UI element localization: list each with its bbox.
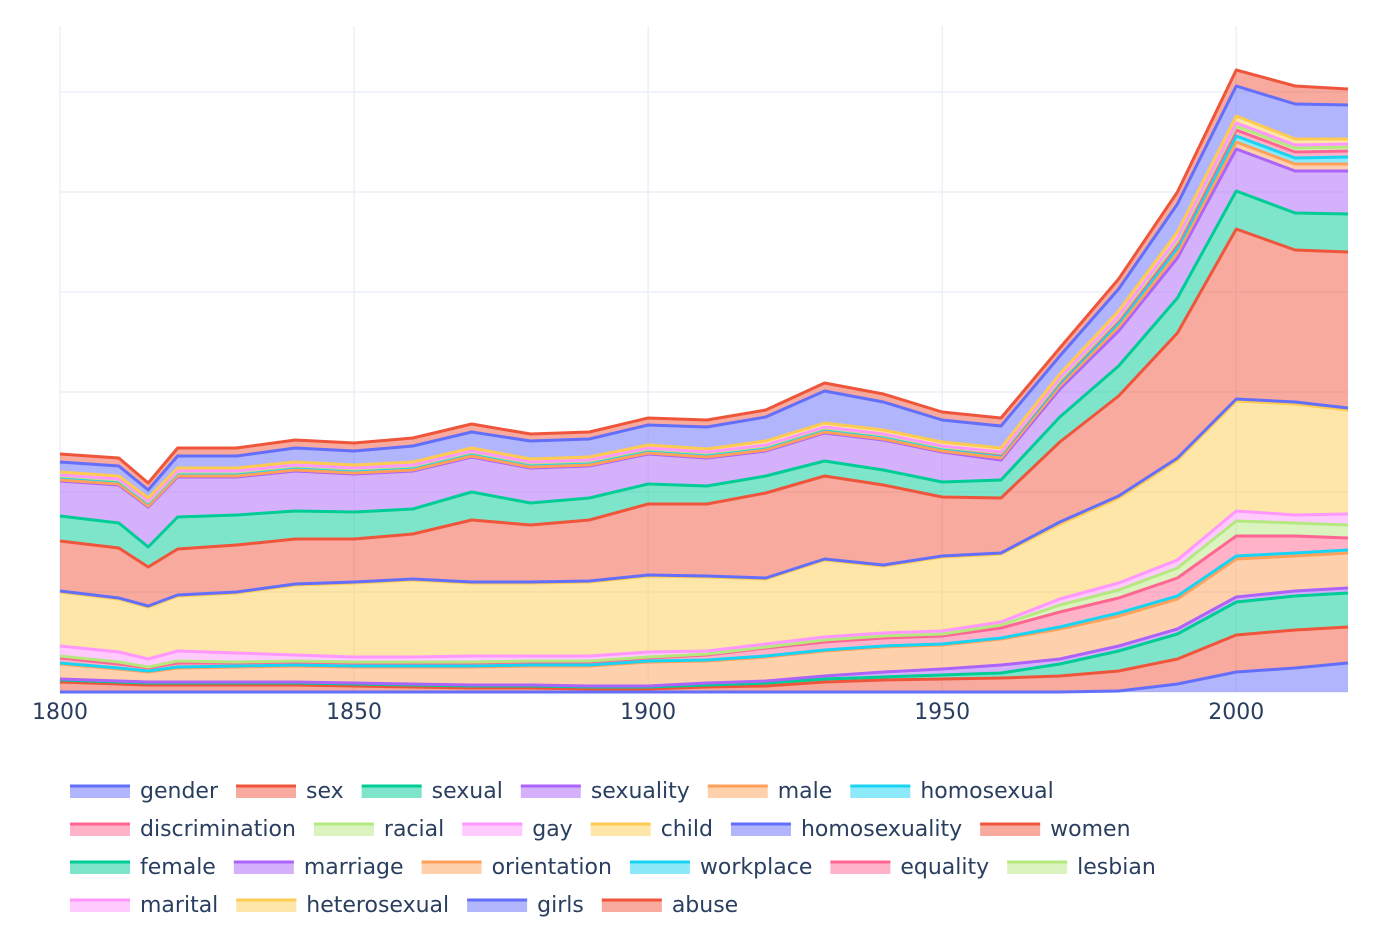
legend-label: racial (384, 817, 444, 842)
legend-item[interactable]: orientation (421, 855, 612, 880)
area-line (59, 548, 1349, 673)
legend-item[interactable]: equality (830, 855, 989, 880)
legend-item[interactable]: gender (70, 779, 219, 804)
legend-item[interactable]: homosexual (850, 779, 1054, 804)
area-fill (60, 401, 1348, 659)
area-line (60, 661, 1349, 694)
area-line (59, 84, 1349, 492)
legend-item[interactable]: female (70, 855, 216, 880)
legend-label: female (140, 855, 216, 880)
legend-label: equality (900, 855, 989, 880)
legend-label: girls (537, 893, 584, 918)
legend-label: workplace (700, 855, 812, 880)
x-tick-label: 1950 (914, 700, 970, 725)
legend-label: lesbian (1077, 855, 1156, 880)
x-tick-label: 2000 (1208, 700, 1264, 725)
legend-item[interactable]: marriage (233, 855, 404, 880)
legend-swatch (70, 786, 130, 798)
area-line (59, 397, 1349, 608)
legend-swatch (590, 824, 651, 836)
area-line (59, 68, 1349, 485)
legend-swatch (601, 900, 662, 912)
legend-swatch (730, 824, 791, 836)
area-fill (60, 663, 1348, 692)
area-line (59, 586, 1349, 688)
legend-label: orientation (492, 855, 612, 880)
legend-swatch (629, 862, 690, 874)
axes: 1800 1850 1900 1950 2000 (32, 700, 1264, 725)
x-tick-label: 1850 (326, 700, 382, 725)
legend-label: male (778, 779, 833, 804)
legend-item[interactable]: male (707, 779, 833, 804)
legend-item[interactable]: sexual (361, 779, 503, 804)
legend-label: abuse (672, 893, 738, 918)
legend-item[interactable]: child (590, 817, 713, 842)
area-fill (60, 149, 1348, 547)
legend-swatch (830, 862, 891, 874)
area-line (59, 519, 1349, 669)
legend-label: sexual (432, 779, 503, 804)
legend-swatch (467, 900, 528, 912)
legend-label: women (1050, 817, 1130, 842)
legend-label: gay (532, 817, 572, 842)
legend-swatch (236, 900, 297, 912)
area-fill (60, 553, 1348, 686)
plot-area (59, 68, 1349, 694)
legend-item[interactable]: sexuality (520, 779, 690, 804)
area-fill (60, 229, 1348, 606)
area-line (59, 140, 1348, 508)
area-line (59, 189, 1349, 549)
legend-label: sex (306, 779, 344, 804)
legend-swatch (233, 862, 294, 874)
area-line (59, 114, 1348, 500)
legend-swatch (520, 786, 581, 798)
legend-item[interactable]: gay (462, 817, 573, 842)
x-tick-label: 1800 (32, 700, 88, 725)
legend-label: homosexuality (801, 817, 962, 842)
legend-item[interactable]: sex (236, 779, 344, 804)
legend-label: gender (140, 779, 219, 804)
legend-item[interactable]: homosexuality (730, 817, 962, 842)
legend-item[interactable]: lesbian (1007, 855, 1156, 880)
legend-swatch (462, 824, 523, 836)
legend-swatch (70, 900, 130, 912)
area-line (59, 509, 1349, 661)
legend-swatch (236, 786, 296, 798)
legend-item[interactable]: discrimination (70, 817, 296, 842)
area-line (59, 227, 1349, 569)
legend-label: discrimination (140, 817, 296, 842)
legend-swatch (850, 786, 911, 798)
legend-item[interactable]: heterosexual (236, 893, 449, 918)
area-line (59, 121, 1349, 503)
legend-swatch (980, 824, 1041, 836)
legend: gender sex sexual sexuality male homosexual di… (70, 779, 1156, 918)
legend-label: heterosexual (306, 893, 449, 918)
legend-label: marital (140, 893, 218, 918)
legend-swatch (313, 824, 374, 836)
area-line (59, 625, 1349, 691)
legend-swatch (1007, 862, 1068, 874)
legend-item[interactable]: girls (467, 893, 584, 918)
x-tick-label: 1900 (620, 700, 676, 725)
legend-label: sexuality (591, 779, 690, 804)
legend-item[interactable]: workplace (629, 855, 812, 880)
legend-item[interactable]: abuse (601, 893, 738, 918)
legend-swatch (421, 862, 482, 874)
legend-swatch (70, 824, 130, 836)
legend-label: child (661, 817, 713, 842)
legend-item[interactable]: women (980, 817, 1131, 842)
legend-swatch (707, 786, 768, 798)
legend-swatch (361, 786, 422, 798)
legend-label: homosexual (920, 779, 1053, 804)
legend-swatch (70, 862, 130, 874)
legend-label: marriage (304, 855, 404, 880)
legend-item[interactable]: marital (70, 893, 218, 918)
legend-item[interactable]: racial (313, 817, 444, 842)
